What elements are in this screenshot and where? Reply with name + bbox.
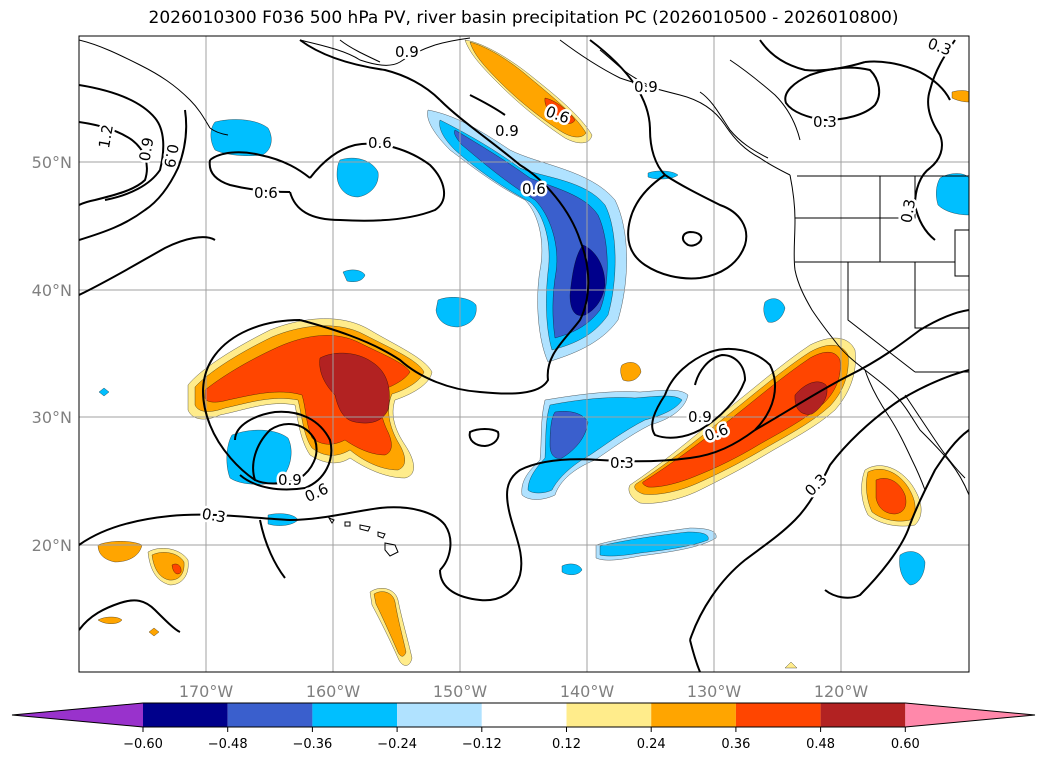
colorbar-extend-low bbox=[12, 703, 143, 727]
negative-anomaly-nw1 bbox=[210, 119, 272, 157]
graticule bbox=[79, 36, 969, 672]
colorbar-segment bbox=[820, 703, 906, 727]
colorbar-tick-label: 0.60 bbox=[891, 737, 920, 752]
contour-label: 0.3 bbox=[813, 113, 837, 131]
lon-label-120w: 120°W bbox=[814, 682, 869, 701]
lon-label-130w: 130°W bbox=[687, 682, 742, 701]
positive-anomaly-baja-red bbox=[875, 478, 907, 515]
contour-label: 0.9 bbox=[688, 408, 712, 426]
lat-label-50n: 50°N bbox=[32, 153, 72, 172]
positive-anomaly-small1 bbox=[620, 362, 642, 382]
colorbar-tick-label: −0.48 bbox=[208, 737, 248, 752]
positive-anomaly-sw4 bbox=[148, 627, 160, 637]
contour-label: 0.9 bbox=[495, 122, 519, 140]
negative-anomaly-south1-core bbox=[599, 531, 709, 557]
negative-anomaly-mid2 bbox=[342, 269, 366, 282]
positive-anomaly-north-red bbox=[544, 97, 576, 124]
colorbar-tick-label: 0.24 bbox=[637, 737, 666, 752]
negative-anomaly-nw2 bbox=[336, 157, 379, 198]
contour-label: 0.9 bbox=[634, 78, 658, 96]
colorbar-tick-label: 0.36 bbox=[721, 737, 750, 752]
negative-anomaly-subtropical-mid bbox=[549, 411, 589, 459]
colorbar-tick-label: −0.24 bbox=[377, 737, 417, 752]
negative-anomaly-ne bbox=[936, 173, 969, 216]
colorbar-tick-label: 0.12 bbox=[552, 737, 581, 752]
negative-anomaly-coast bbox=[763, 298, 786, 323]
contour-label: 0.6 bbox=[522, 180, 546, 198]
negative-anomaly-baja bbox=[899, 551, 926, 586]
colorbar-segment bbox=[312, 703, 398, 727]
contour-label: 0.9 bbox=[395, 43, 419, 61]
positive-anomaly-small2 bbox=[951, 90, 969, 103]
coastlines bbox=[79, 37, 969, 557]
negative-anomaly-tiny2 bbox=[98, 387, 110, 397]
contour-label: 0.6 bbox=[254, 184, 278, 202]
positive-anomaly-hawaii-south-orange bbox=[373, 591, 407, 657]
lon-label-170w: 170°W bbox=[179, 682, 234, 701]
positive-anomaly-sw2-red bbox=[171, 563, 182, 575]
positive-anomaly-coastal-red bbox=[642, 352, 841, 488]
colorbar-segment bbox=[397, 703, 482, 727]
lon-label-160w: 160°W bbox=[306, 682, 361, 701]
lon-label-140w: 140°W bbox=[560, 682, 615, 701]
lat-label-30n: 30°N bbox=[32, 408, 72, 427]
lat-label-20n: 20°N bbox=[32, 536, 72, 555]
colorbar-ticks bbox=[142, 727, 906, 732]
positive-anomaly-small3 bbox=[784, 661, 798, 669]
colorbar-tick-label: −0.36 bbox=[292, 737, 332, 752]
colorbar: −0.60 −0.48 −0.36 −0.24 −0.12 0.12 0.24 … bbox=[11, 702, 1036, 752]
map-title: 2026010300 F036 500 hPa PV, river basin … bbox=[148, 8, 899, 28]
colorbar-segment bbox=[566, 703, 652, 727]
contour-label: 0.3 bbox=[610, 454, 634, 472]
colorbar-segment bbox=[227, 703, 313, 727]
negative-anomaly-tiny1 bbox=[647, 170, 679, 180]
pv-contours bbox=[79, 39, 969, 672]
colorbar-tick-label: −0.60 bbox=[123, 737, 163, 752]
positive-anomaly-coastal-max bbox=[794, 381, 828, 415]
negative-anomaly-trough-mid bbox=[454, 129, 608, 339]
latitude-labels: 50°N 40°N 30°N 20°N bbox=[32, 153, 72, 555]
contour-label: 0.9 bbox=[278, 471, 302, 489]
colorbar-segment bbox=[735, 703, 821, 727]
colorbar-extend-high bbox=[905, 703, 1035, 727]
lon-label-150w: 150°W bbox=[433, 682, 488, 701]
map-area: 0.9 1.2 0.9 0.9 0.6 0.6 0.9 0.6 0.6 0.9 … bbox=[79, 36, 969, 672]
colorbar-segment bbox=[651, 703, 736, 727]
colorbar-segment bbox=[143, 703, 228, 727]
map-frame bbox=[78, 35, 970, 673]
positive-anomaly-sw3 bbox=[97, 616, 123, 624]
colorbar-tick-label: −0.12 bbox=[462, 737, 502, 752]
negative-anomaly-south2 bbox=[561, 563, 583, 575]
colorbar-tick-label: 0.48 bbox=[806, 737, 835, 752]
positive-anomaly-sw1 bbox=[97, 541, 143, 563]
lat-label-40n: 40°N bbox=[32, 281, 72, 300]
colorbar-segment bbox=[481, 703, 567, 727]
longitude-labels: 170°W 160°W 150°W 140°W 130°W 120°W bbox=[179, 682, 869, 701]
contour-label: 0.6 bbox=[368, 134, 392, 152]
